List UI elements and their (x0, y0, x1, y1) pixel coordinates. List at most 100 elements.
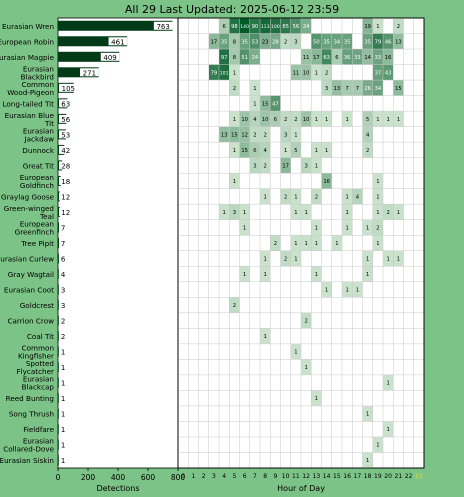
bar-25 (58, 408, 59, 419)
heat-cell-label: 35 (344, 39, 351, 45)
heat-cell (260, 111, 271, 127)
heat-cell-label: 4 (253, 117, 257, 123)
heat-cell-label: 19 (364, 24, 371, 30)
heat-cell-label: 1 (376, 117, 379, 123)
hour-tick-label-4: 4 (222, 473, 226, 480)
heat-cell-label: 15 (262, 101, 269, 107)
heat-cell-label: 24 (252, 55, 259, 61)
heat-cell (270, 95, 281, 112)
heat-cell (280, 111, 291, 127)
heat-cell (301, 49, 312, 65)
heat-cell-label: 2 (397, 24, 400, 30)
heat-cell (352, 188, 363, 205)
bar-value-label-7: 53 (61, 131, 70, 139)
heat-cell-label: 1 (243, 225, 246, 231)
bar-value-box-7 (59, 130, 73, 139)
heat-cell-label: 90 (252, 24, 259, 30)
heat-cell (342, 111, 353, 127)
heat-cell (270, 111, 281, 127)
bar-value-label-8: 42 (61, 147, 70, 155)
bar-13 (58, 222, 60, 233)
heat-cell (342, 33, 353, 50)
heat-cell (321, 80, 332, 96)
category-label-8: Dunnock (22, 146, 55, 155)
heat-cell-label: 2 (284, 117, 287, 123)
heat-cell-label: 1 (263, 334, 266, 340)
heat-cell-label: 1 (253, 86, 256, 92)
heat-cell (383, 204, 394, 220)
heat-cell-label: 1 (315, 272, 318, 278)
hour-tick-label-7: 7 (253, 473, 257, 480)
heat-cell (290, 250, 301, 267)
heat-cell (311, 142, 322, 158)
heat-cell (290, 18, 301, 34)
bar-27 (58, 439, 59, 450)
heat-cell-label: 5 (294, 148, 297, 154)
heat-cell (260, 250, 271, 267)
heat-cell (362, 126, 373, 143)
bar-24 (58, 393, 59, 404)
hour-tick-label-0: 0 (181, 473, 185, 480)
bar-19 (58, 315, 59, 326)
heat-cell-label: 1 (315, 117, 318, 123)
bar-value-box-23 (59, 378, 68, 387)
heat-cell-label: 1 (243, 210, 246, 216)
category-label-7: Eurasian Jackdaw (23, 126, 54, 143)
bar-value-box-13 (59, 223, 68, 232)
heat-cell (393, 250, 404, 267)
heat-cell-label: 1 (315, 70, 318, 76)
heat-cell-label: 7 (356, 86, 359, 92)
heat-cell-label: 3 (325, 86, 328, 92)
heat-cell-label: 34 (334, 39, 341, 45)
bar-value-box-12 (59, 207, 73, 216)
bar-value-box-8 (59, 145, 73, 154)
bar-value-label-20: 2 (61, 333, 65, 341)
category-label-21: Common Kingfisher (18, 344, 54, 361)
hour-tick-label-21: 21 (395, 473, 403, 480)
heat-cell-label: 1 (376, 443, 379, 449)
bar-28 (58, 455, 59, 466)
heat-cell (219, 64, 230, 81)
heat-cell (260, 126, 271, 143)
bar-value-label-19: 2 (61, 318, 65, 326)
heat-cell-label: 63 (323, 55, 330, 61)
heat-cell-label: 1 (345, 288, 348, 294)
heat-cell-label: 10 (303, 70, 310, 76)
category-label-2: Eurasian Magpie (0, 53, 55, 62)
heat-cell (219, 49, 230, 65)
bar-value-box-17 (59, 285, 68, 294)
bar-23 (58, 377, 59, 388)
heat-cell (342, 80, 353, 96)
heat-cell (383, 250, 394, 267)
heat-cell (393, 33, 404, 50)
heat-cell (311, 49, 322, 65)
heat-cell (372, 80, 383, 96)
heat-cell-label: 1 (233, 148, 236, 154)
heat-cell-label: 1 (376, 210, 379, 216)
hour-tick-label-6: 6 (243, 473, 247, 480)
heat-cell (311, 390, 322, 406)
heat-cell-label: 35 (364, 39, 371, 45)
bar-value-label-2: 409 (103, 54, 116, 62)
heat-cell (393, 204, 404, 220)
category-label-10: European Goldfinch (20, 173, 54, 190)
heat-cell (311, 188, 322, 205)
hour-tick-label-10: 10 (282, 473, 290, 480)
heat-cell (362, 142, 373, 158)
heat-cell-label: 1 (263, 272, 266, 278)
bar-value-label-22: 1 (61, 364, 65, 372)
bar-18 (58, 300, 59, 311)
heat-cell-label: 1 (315, 225, 318, 231)
bar-value-box-3 (80, 68, 99, 77)
heat-cell-label: 1 (263, 257, 266, 263)
heat-cell (362, 219, 373, 236)
category-label-15: Eurasian Curlew (0, 255, 54, 264)
heat-cell (239, 49, 250, 65)
heat-cell (280, 188, 291, 205)
heat-cell (260, 18, 271, 34)
hour-tick-label-18: 18 (364, 473, 372, 480)
heat-cell-label: 2 (263, 163, 266, 169)
heat-cell (321, 173, 332, 189)
heat-cell (260, 157, 271, 174)
category-label-5: Long-tailed Tit (3, 99, 55, 108)
